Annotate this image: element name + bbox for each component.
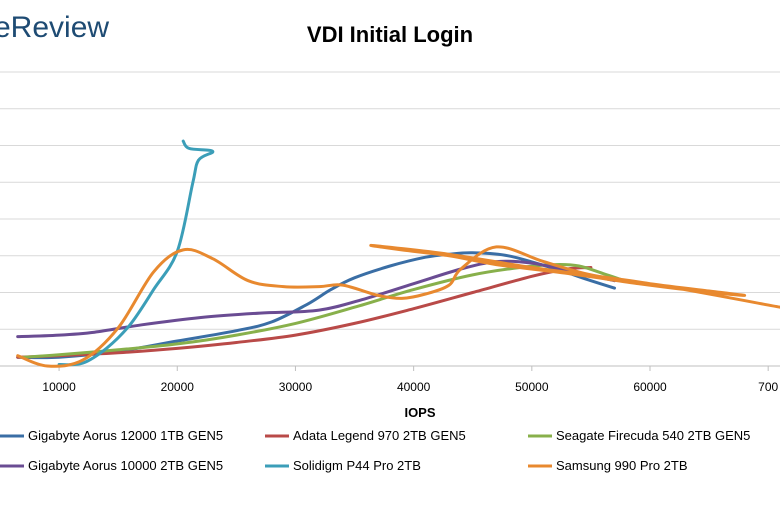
x-axis-title: IOPS — [404, 405, 435, 420]
legend-label: Adata Legend 970 2TB GEN5 — [293, 428, 466, 443]
chart-title: VDI Initial Login — [307, 22, 473, 47]
series-line-0 — [16, 251, 616, 360]
x-tick-label: 40000 — [397, 380, 431, 394]
x-tick-label: 30000 — [279, 380, 313, 394]
legend-label: Gigabyte Aorus 12000 1TB GEN5 — [28, 428, 223, 443]
x-tick-label: 10000 — [42, 380, 76, 394]
x-tick-label: 700 — [758, 380, 778, 394]
legend: Gigabyte Aorus 12000 1TB GEN5 Adata Legen… — [0, 428, 750, 473]
series-line-2 — [22, 262, 622, 359]
series-line-1 — [16, 266, 593, 359]
series-line-5 — [16, 243, 780, 368]
x-axis: 10000 20000 30000 40000 50000 60000 700 — [0, 365, 780, 394]
legend-label: Gigabyte Aorus 10000 2TB GEN5 — [28, 458, 223, 473]
series-line-4 — [57, 139, 215, 367]
brand-logo-text: eReview — [0, 11, 109, 44]
x-tick-label: 60000 — [633, 380, 667, 394]
legend-label: Seagate Firecuda 540 2TB GEN5 — [556, 428, 750, 443]
legend-label: Samsung 990 Pro 2TB — [556, 458, 688, 473]
series-line-3 — [16, 259, 616, 339]
plot-area — [16, 139, 780, 368]
gridlines — [0, 71, 780, 330]
legend-label: Solidigm P44 Pro 2TB — [293, 458, 421, 473]
x-tick-label: 50000 — [515, 380, 549, 394]
x-tick-label: 20000 — [161, 380, 195, 394]
